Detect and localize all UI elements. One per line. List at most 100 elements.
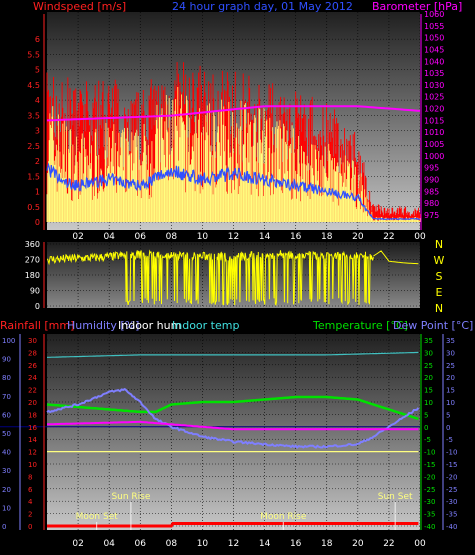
dewpoint-y-tick: 10 <box>446 399 455 407</box>
wind-x-tick: 20 <box>352 232 364 242</box>
temperature-x-tick: 04 <box>103 539 115 549</box>
temperature-x-tick: 12 <box>228 539 239 549</box>
astro-events: Sun Rise Moon Set Moon Rise Sun Set <box>76 492 413 530</box>
dewpoint-y-tick: 25 <box>446 362 455 370</box>
temperature-y-tick: -5 <box>424 436 431 444</box>
temperature-y-tick: -25 <box>424 486 435 494</box>
rain-y-tick: 8 <box>28 473 32 481</box>
baro-y-tick: 1050 <box>424 34 444 43</box>
event-label: Sun Set <box>378 492 413 502</box>
rain-y-tick: 20 <box>28 399 37 407</box>
temperature-y-tick: 30 <box>424 349 433 357</box>
dewpoint-y-tick: 5 <box>446 411 450 419</box>
baro-y-tick: 1005 <box>424 140 444 149</box>
temperature-y-tick: 10 <box>424 399 433 407</box>
wind-y-tick: 5 <box>35 66 40 75</box>
compass-n: N <box>435 238 443 251</box>
direction-y-tick: 360 <box>25 240 40 249</box>
humidity-y-tick: 70 <box>2 393 11 401</box>
wind-axis-title: Windspeed [m/s] <box>33 0 126 13</box>
temperature-y-tick: 15 <box>424 387 433 395</box>
humidity-y-tick: 100 <box>2 337 15 345</box>
humidity-y-tick: 80 <box>2 374 11 382</box>
baro-y-tick: 1015 <box>424 116 444 125</box>
axis-labels: 0 0.5 1 1.5 2 2.5 3 3.5 4 4.5 5 5.5 6 975 980 985 990 995… <box>2 10 457 549</box>
baro-y-tick: 1010 <box>424 128 444 137</box>
wind-direction-tail <box>373 250 419 265</box>
wind-x-tick: 02 <box>72 232 83 242</box>
wind-y-tick: 1 <box>35 188 40 197</box>
baro-y-tick: 1025 <box>424 93 444 102</box>
temperature-y-tick: -10 <box>424 449 435 457</box>
baro-y-tick: 1040 <box>424 57 444 66</box>
rain-y-tick: 12 <box>28 449 37 457</box>
temperature-x-tick: 00 <box>414 539 426 549</box>
wind-x-tick: 10 <box>197 232 209 242</box>
wind-x-tick: 00 <box>414 232 426 242</box>
temperature-series <box>46 351 420 528</box>
temperature-line <box>46 395 419 421</box>
humidity-legend: Humidity [%] <box>67 319 139 332</box>
direction-series <box>47 249 419 307</box>
temperature-x-tick: 14 <box>259 539 271 549</box>
indoor-temp-legend: Indoor temp <box>172 319 239 332</box>
baro-y-tick: 975 <box>424 211 439 220</box>
temperature-x-tick: 20 <box>352 539 364 549</box>
rainfall-line <box>47 522 419 528</box>
barometer-axis-title: Barometer [hPa] <box>372 0 462 13</box>
wind-x-tick: 18 <box>321 232 333 242</box>
compass-n: N <box>435 302 443 315</box>
dewpoint-y-tick: -35 <box>446 511 457 519</box>
temperature-y-tick: 35 <box>424 337 433 345</box>
baro-y-tick: 1060 <box>424 10 444 19</box>
direction-y-tick: 270 <box>25 256 40 265</box>
temperature-y-tick: 25 <box>424 362 433 370</box>
temperature-x-tick: 22 <box>383 539 394 549</box>
rain-y-tick: 18 <box>28 411 37 419</box>
wind-y-tick: 1.5 <box>27 172 40 181</box>
baro-y-tick: 1035 <box>424 69 444 78</box>
wind-direction-line <box>47 249 374 307</box>
direction-y-tick: 180 <box>25 271 40 280</box>
wind-x-tick: 08 <box>166 232 178 242</box>
indoor-hum-legend: Indoor hum <box>118 319 181 332</box>
rain-y-tick: 26 <box>28 362 37 370</box>
compass-w: W <box>434 254 445 267</box>
wind-x-tick: 14 <box>259 232 271 242</box>
dewpoint-y-tick: 15 <box>446 387 455 395</box>
wind-y-tick: 3 <box>35 127 40 136</box>
indoor-hum-line <box>47 420 419 431</box>
rain-y-tick: 22 <box>28 387 37 395</box>
humidity-y-tick: 60 <box>2 411 11 419</box>
barometer-line <box>46 105 421 122</box>
dewpoint-y-tick: -10 <box>446 449 457 457</box>
wind-x-tick: 12 <box>228 232 239 242</box>
wind-x-tick: 06 <box>135 232 147 242</box>
rain-y-tick: 10 <box>28 461 37 469</box>
temperature-y-tick: 20 <box>424 374 433 382</box>
wind-x-tick: 22 <box>383 232 394 242</box>
baro-y-tick: 1055 <box>424 22 444 31</box>
temperature-y-tick: -40 <box>424 523 435 531</box>
temperature-x-tick: 02 <box>72 539 83 549</box>
wind-x-tick: 16 <box>290 232 302 242</box>
event-label: Moon Set <box>76 512 119 522</box>
dewpoint-y-tick: -5 <box>446 436 453 444</box>
baro-y-tick: 985 <box>424 187 439 196</box>
wind-x-tick: 04 <box>103 232 115 242</box>
temperature-y-tick: -15 <box>424 461 435 469</box>
wind-y-tick: 2 <box>35 157 40 166</box>
humidity-y-tick: 10 <box>2 504 11 512</box>
baro-y-tick: 990 <box>424 175 439 184</box>
temperature-y-tick: 5 <box>424 411 428 419</box>
dewpoint-y-tick: -30 <box>446 498 457 506</box>
event-label: Moon Rise <box>260 512 307 522</box>
compass-e: E <box>436 286 443 299</box>
temperature-x-tick: 10 <box>197 539 209 549</box>
wind-y-tick: 2.5 <box>27 142 40 151</box>
rainfall-legend: Rainfall [mm] <box>0 319 74 332</box>
compass-s: S <box>436 270 443 283</box>
wind-y-tick: 0 <box>35 218 40 227</box>
